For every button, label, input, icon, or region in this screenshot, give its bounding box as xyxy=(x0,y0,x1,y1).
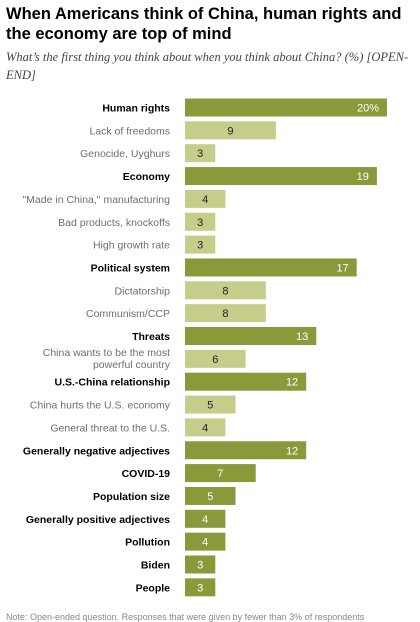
value-label: 4 xyxy=(202,422,208,434)
bar-human-rights xyxy=(185,98,387,117)
value-label: 8 xyxy=(222,285,228,297)
bar-row-china-hurts-the-u-s-economy: China hurts the U.S. economy 5 xyxy=(30,395,236,414)
category-label: Threats xyxy=(132,331,170,343)
bar-bad-products-knockoffs xyxy=(185,212,216,231)
bar-row-political-system: Political system 17 xyxy=(91,258,357,277)
bar-population-size xyxy=(185,486,236,505)
value-label: 9 xyxy=(227,125,233,137)
category-label: Population size xyxy=(93,491,170,503)
bar-row-covid-19: COVID-19 7 xyxy=(122,464,256,483)
category-label: Dictatorship xyxy=(115,285,171,297)
bar-row-generally-positive-adjectives: Generally positive adjectives 4 xyxy=(26,509,226,528)
bar-high-growth-rate xyxy=(185,235,216,254)
bar-china-wants-to-be-the-most-powerful-country xyxy=(185,349,246,368)
category-label: Genocide, Uyghurs xyxy=(80,148,170,160)
bar-covid-19 xyxy=(185,464,256,483)
bar-row-made-in-china-manufacturing: "Made in China," manufacturing 4 xyxy=(22,189,226,208)
bar-genocide-uyghurs xyxy=(185,144,216,163)
bar-row-u-s-china-relationship: U.S.-China relationship 12 xyxy=(54,372,307,391)
value-label: 3 xyxy=(197,560,203,572)
bar-row-biden: Biden 3 xyxy=(141,555,216,574)
category-label: Political system xyxy=(91,262,170,274)
value-label: 3 xyxy=(197,240,203,252)
category-label: Economy xyxy=(123,171,170,183)
chart-subtitle: What’s the first thing you think about w… xyxy=(6,50,409,82)
bar-made-in-china-manufacturing xyxy=(185,189,226,208)
category-label: Pollution xyxy=(125,537,170,549)
category-label: Bad products, knockoffs xyxy=(58,217,170,229)
value-label: 17 xyxy=(336,262,348,274)
bar-threats xyxy=(185,327,317,345)
bar-row-high-growth-rate: High growth rate 3 xyxy=(93,235,216,254)
category-label: China hurts the U.S. economy xyxy=(30,400,171,412)
value-label: 20% xyxy=(357,103,379,115)
category-label: Generally positive adjectives xyxy=(26,514,170,526)
value-label: 5 xyxy=(207,400,213,412)
bar-generally-negative-adjectives xyxy=(185,441,307,460)
category-label: People xyxy=(136,582,171,594)
category-label: "Made in China," manufacturing xyxy=(22,194,170,206)
bar-row-pollution: Pollution 4 xyxy=(125,532,226,551)
bar-row-china-wants-to-be-the-most-powerful-country: China wants to be the most powerful count… xyxy=(43,347,246,371)
value-label: 5 xyxy=(207,491,213,503)
category-label: High growth rate xyxy=(93,240,170,252)
bar-general-threat-to-the-u-s xyxy=(185,418,226,437)
category-label: U.S.-China relationship xyxy=(54,377,170,389)
value-label: 4 xyxy=(202,537,208,549)
value-label: 3 xyxy=(197,217,203,229)
bar-china-hurts-the-u-s-economy xyxy=(185,395,236,414)
bar-row-lack-of-freedoms: Lack of freedoms 9 xyxy=(89,121,276,140)
category-label: Generally negative adjectives xyxy=(23,445,170,457)
bar-pollution xyxy=(185,532,226,551)
bar-political-system xyxy=(185,258,357,277)
value-label: 12 xyxy=(286,377,298,389)
bar-communism-ccp xyxy=(185,304,266,323)
bar-lack-of-freedoms xyxy=(185,121,276,140)
bar-row-economy: Economy 19 xyxy=(123,167,377,186)
bar-people xyxy=(185,578,216,597)
bar-row-communism-ccp: Communism/CCP 8 xyxy=(86,304,266,323)
bar-row-general-threat-to-the-u-s: General threat to the U.S. 4 xyxy=(50,418,226,437)
bar-row-bad-products-knockoffs: Bad products, knockoffs 3 xyxy=(58,212,216,231)
bar-row-generally-negative-adjectives: Generally negative adjectives 12 xyxy=(23,441,307,460)
value-label: 4 xyxy=(202,194,208,206)
bar-row-people: People 3 xyxy=(136,578,216,597)
value-label: 12 xyxy=(286,445,298,457)
bar-dictatorship xyxy=(185,281,266,300)
value-label: 3 xyxy=(197,582,203,594)
value-label: 7 xyxy=(217,468,223,480)
category-label: China wants to be the most powerful count… xyxy=(43,347,171,371)
category-label: General threat to the U.S. xyxy=(50,422,170,434)
value-label: 13 xyxy=(296,331,308,343)
value-label: 4 xyxy=(202,514,208,526)
chart-note: Note: Open-ended question. Responses tha… xyxy=(6,612,365,622)
bar-row-genocide-uyghurs: Genocide, Uyghurs 3 xyxy=(80,144,216,163)
category-label: Human rights xyxy=(102,103,170,115)
value-label: 19 xyxy=(357,171,369,183)
category-label: Biden xyxy=(141,560,170,572)
value-label: 6 xyxy=(212,354,218,366)
bar-generally-positive-adjectives xyxy=(185,509,226,528)
chart-title: When Americans think of China, human rig… xyxy=(6,5,402,43)
category-label: Lack of freedoms xyxy=(89,125,170,137)
bar-row-dictatorship: Dictatorship 8 xyxy=(115,281,266,300)
category-label: COVID-19 xyxy=(122,468,171,480)
bar-row-human-rights: Human rights 20% xyxy=(102,98,387,117)
bar-row-threats: Threats 13 xyxy=(132,327,317,345)
bar-row-population-size: Population size 5 xyxy=(93,486,236,505)
value-label: 8 xyxy=(222,308,228,320)
bar-biden xyxy=(185,555,216,574)
category-label: Communism/CCP xyxy=(86,308,170,320)
value-label: 3 xyxy=(197,148,203,160)
bar-economy xyxy=(185,167,377,186)
bar-u-s-china-relationship xyxy=(185,372,307,391)
